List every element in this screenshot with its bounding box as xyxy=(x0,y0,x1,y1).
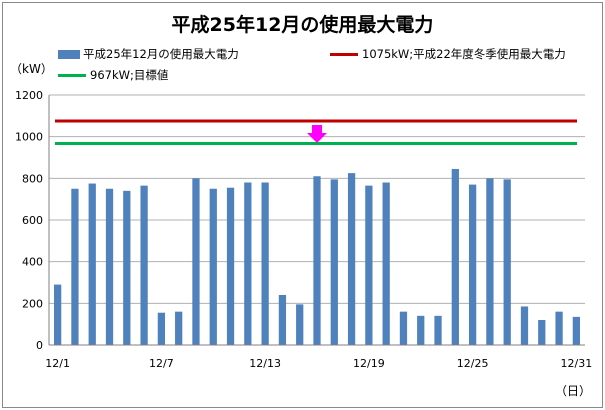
y-tick-label: 1000 xyxy=(15,131,43,144)
x-tick-label: 12/13 xyxy=(249,357,281,370)
legend-swatch-target xyxy=(58,74,86,77)
y-tick-label: 400 xyxy=(22,256,43,269)
bar xyxy=(209,188,217,345)
bar xyxy=(71,188,79,345)
bar xyxy=(54,284,62,345)
legend-label-target: 967kW;目標値 xyxy=(90,68,169,82)
bar xyxy=(434,315,442,345)
bar xyxy=(417,315,425,345)
bar xyxy=(123,190,131,345)
bar xyxy=(365,185,373,345)
bar xyxy=(520,306,529,345)
x-tick-label: 12/7 xyxy=(149,357,174,370)
bar xyxy=(140,185,148,345)
bar xyxy=(468,184,477,345)
bar xyxy=(313,176,321,345)
legend-label-bars: 平成25年12月の使用最大電力 xyxy=(83,47,239,61)
y-tick-label: 0 xyxy=(36,339,43,352)
bar xyxy=(347,173,356,345)
bar xyxy=(399,311,408,345)
x-tick-label: 12/25 xyxy=(457,357,489,370)
bar xyxy=(486,178,494,345)
y-tick-label: 600 xyxy=(22,214,43,227)
y-tick-label: 800 xyxy=(22,172,43,185)
bar xyxy=(244,182,252,345)
x-tick-label: 12/19 xyxy=(353,357,385,370)
bar xyxy=(503,179,511,345)
bar xyxy=(192,178,200,345)
bar xyxy=(296,304,304,345)
y-axis-unit: （kW） xyxy=(10,62,53,76)
legend-item-target: 967kW;目標値 xyxy=(58,67,168,83)
x-axis-unit: （日） xyxy=(555,384,592,398)
x-tick-label: 12/1 xyxy=(45,357,70,370)
legend-swatch-winter-max xyxy=(330,53,358,56)
bar xyxy=(555,311,563,345)
legend-item-winter-max: 1075kW;平成22年度冬季使用最大電力 xyxy=(330,46,566,62)
bar xyxy=(572,316,580,345)
bar xyxy=(278,295,287,345)
bar xyxy=(88,183,96,345)
x-tick-label: 12/31 xyxy=(561,357,593,370)
chart-title: 平成25年12月の使用最大電力 xyxy=(171,14,434,36)
legend-label-winter-max: 1075kW;平成22年度冬季使用最大電力 xyxy=(362,47,566,61)
bar xyxy=(538,320,546,345)
bar xyxy=(157,312,166,345)
y-tick-label: 1200 xyxy=(15,89,43,102)
y-tick-label: 200 xyxy=(22,297,43,310)
bar xyxy=(382,182,390,345)
legend-swatch-bars xyxy=(58,50,80,59)
bar xyxy=(226,187,235,345)
legend-item-bars: 平成25年12月の使用最大電力 xyxy=(58,46,239,62)
bar xyxy=(451,168,459,345)
bar xyxy=(330,179,338,345)
bar xyxy=(105,188,114,345)
bar xyxy=(175,311,183,345)
bar xyxy=(261,182,269,345)
down-arrow-marker xyxy=(307,125,327,144)
